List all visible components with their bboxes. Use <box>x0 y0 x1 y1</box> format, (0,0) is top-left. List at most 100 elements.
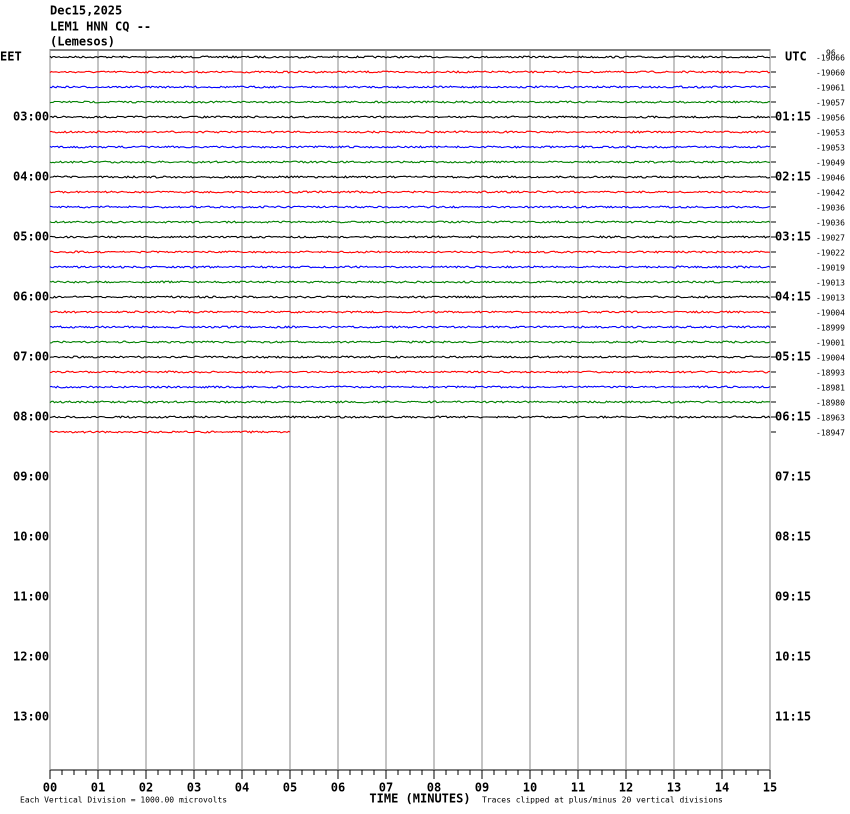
left-hour-label: 13:00 <box>13 710 49 724</box>
trace <box>49 115 771 119</box>
right-hour-label: 04:15 <box>775 290 811 304</box>
trace-offset-label: -19019 <box>816 264 845 273</box>
trace <box>49 175 771 179</box>
trace-offset-label: -19004 <box>816 354 845 363</box>
x-tick-label: 10 <box>523 781 537 795</box>
left-hour-label: 03:00 <box>13 110 49 124</box>
right-hour-label: 07:15 <box>775 470 811 484</box>
trace-offset-label: -19036 <box>816 204 845 213</box>
trace-offset-label: -19046 <box>816 174 845 183</box>
trace-offset-label: -19066 <box>816 54 845 63</box>
trace <box>49 385 771 389</box>
plot-frame <box>49 49 771 771</box>
trace <box>49 355 771 359</box>
trace-offset-label: -18993 <box>816 369 845 378</box>
trace <box>49 415 771 419</box>
left-hour-label: 09:00 <box>13 470 49 484</box>
trace-offset-label: -19056 <box>816 114 845 123</box>
x-tick-label: 09 <box>475 781 489 795</box>
trace <box>49 205 771 209</box>
trace-offset-label: -19022 <box>816 249 845 258</box>
right-hour-label: 11:15 <box>775 710 811 724</box>
x-axis-label: TIME (MINUTES) <box>369 792 470 806</box>
left-hour-label: 10:00 <box>13 530 49 544</box>
trace <box>49 370 771 374</box>
trace <box>49 130 771 134</box>
x-tick-label: 00 <box>43 781 57 795</box>
right-hour-label: 02:15 <box>775 170 811 184</box>
trace <box>49 220 771 224</box>
trace <box>49 190 771 194</box>
x-tick-label: 15 <box>763 781 777 795</box>
x-tick-label: 05 <box>283 781 297 795</box>
trace-offset-label: -18980 <box>816 399 845 408</box>
trace <box>49 70 771 74</box>
trace-offset-label: -19057 <box>816 99 845 108</box>
left-hour-label: 06:00 <box>13 290 49 304</box>
trace-offset-label: -18963 <box>816 414 845 423</box>
trace-offset-label: -19049 <box>816 159 845 168</box>
right-hour-label: 05:15 <box>775 350 811 364</box>
x-tick-label: 13 <box>667 781 681 795</box>
x-tick-label: 07 <box>379 781 393 795</box>
trace-offset-label: -19053 <box>816 144 845 153</box>
right-hour-label: 06:15 <box>775 410 811 424</box>
trace <box>49 340 771 344</box>
right-hour-label: 08:15 <box>775 530 811 544</box>
title-line: LEM1 HNN CQ -- <box>50 20 151 34</box>
trace <box>49 55 771 59</box>
trace <box>49 235 771 239</box>
corner-label: 96 <box>826 49 836 58</box>
left-hour-label: 05:00 <box>13 230 49 244</box>
trace <box>49 100 770 104</box>
right-hour-label: 09:15 <box>775 590 811 604</box>
trace <box>49 265 771 269</box>
x-tick-label: 08 <box>427 781 441 795</box>
trace <box>49 145 771 149</box>
right-hour-label: 01:15 <box>775 110 811 124</box>
trace <box>49 280 771 284</box>
right-hour-label: 10:15 <box>775 650 811 664</box>
trace-offset-label: -19060 <box>816 69 845 78</box>
left-hour-label: 11:00 <box>13 590 49 604</box>
trace <box>49 160 770 164</box>
x-tick-label: 01 <box>91 781 105 795</box>
footer-left: Each Vertical Division = 1000.00 microvo… <box>20 796 227 805</box>
left-hour-label: 08:00 <box>13 410 49 424</box>
trace <box>49 325 771 329</box>
trace-offset-label: -18981 <box>816 384 845 393</box>
x-tick-label: 04 <box>235 781 249 795</box>
x-tick-label: 02 <box>139 781 153 795</box>
right-axis-label: UTC <box>785 50 807 64</box>
left-hour-label: 12:00 <box>13 650 49 664</box>
x-tick-label: 12 <box>619 781 633 795</box>
footer-right: Traces clipped at plus/minus 20 vertical… <box>482 796 723 805</box>
trace-offset-label: -18999 <box>816 324 845 333</box>
right-hour-label: 03:15 <box>775 230 811 244</box>
x-tick-label: 06 <box>331 781 345 795</box>
x-tick-label: 03 <box>187 781 201 795</box>
x-tick-label: 11 <box>571 781 585 795</box>
trace-offset-label: -18947 <box>816 429 845 438</box>
trace-offset-label: -19042 <box>816 189 845 198</box>
trace <box>49 85 771 89</box>
title-line: (Lemesos) <box>50 35 115 49</box>
trace <box>49 430 291 434</box>
left-axis-label: EET <box>0 50 22 64</box>
title-line: Dec15,2025 <box>50 4 122 18</box>
trace-offset-label: -19013 <box>816 279 845 288</box>
trace <box>49 310 771 314</box>
trace <box>49 295 771 299</box>
trace-offset-label: -19013 <box>816 294 845 303</box>
trace-offset-label: -19053 <box>816 129 845 138</box>
trace-offset-label: -19001 <box>816 339 845 348</box>
trace <box>49 250 770 254</box>
trace <box>49 400 770 404</box>
trace-offset-label: -19036 <box>816 219 845 228</box>
trace-offset-label: -19027 <box>816 234 845 243</box>
trace-offset-label: -19061 <box>816 84 845 93</box>
x-tick-label: 14 <box>715 781 729 795</box>
left-hour-label: 07:00 <box>13 350 49 364</box>
trace-offset-label: -19004 <box>816 309 845 318</box>
